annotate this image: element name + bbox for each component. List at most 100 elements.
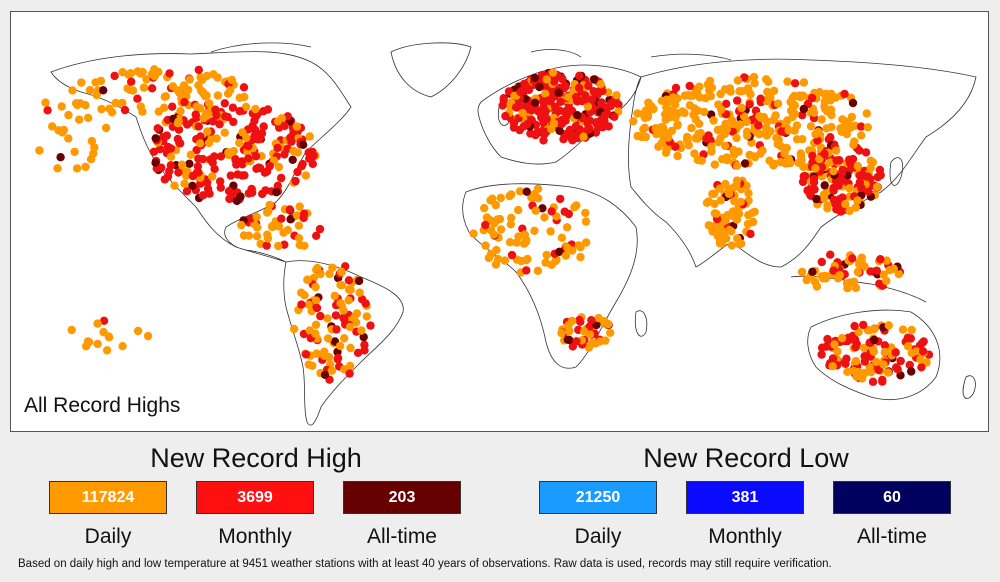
station-dot bbox=[799, 104, 808, 114]
station-dot bbox=[235, 107, 244, 116]
station-dot bbox=[743, 84, 753, 93]
station-dot bbox=[585, 322, 594, 331]
station-dot bbox=[783, 116, 792, 125]
station-dot bbox=[505, 238, 515, 247]
station-dot bbox=[671, 142, 680, 151]
station-dot bbox=[56, 153, 65, 162]
station-dot bbox=[244, 231, 254, 240]
station-dot bbox=[118, 342, 127, 351]
station-dot bbox=[196, 139, 205, 148]
station-dot bbox=[845, 184, 854, 193]
station-dot bbox=[507, 250, 517, 260]
station-dot bbox=[866, 267, 875, 276]
station-dot bbox=[293, 167, 302, 177]
station-dot bbox=[563, 335, 572, 344]
station-dot bbox=[239, 83, 249, 92]
station-dot bbox=[732, 176, 742, 185]
station-dot bbox=[663, 133, 673, 142]
station-dot bbox=[861, 148, 871, 157]
station-dot bbox=[97, 104, 106, 114]
station-dot bbox=[832, 146, 841, 155]
station-dot bbox=[354, 276, 364, 286]
station-dot bbox=[817, 343, 827, 352]
station-dot bbox=[96, 76, 106, 86]
station-dot bbox=[851, 203, 860, 212]
station-dot bbox=[582, 238, 591, 247]
station-dot bbox=[519, 122, 528, 131]
station-dot bbox=[842, 126, 851, 136]
station-dot bbox=[309, 151, 318, 160]
station-dot bbox=[783, 77, 792, 86]
legend-high-daily-label: Daily bbox=[84, 525, 132, 548]
station-dot bbox=[549, 119, 559, 128]
station-dot bbox=[93, 319, 102, 328]
station-dot bbox=[54, 126, 63, 135]
station-dot bbox=[327, 366, 337, 375]
station-dot bbox=[531, 206, 540, 215]
station-dot bbox=[253, 223, 262, 232]
station-dot bbox=[272, 188, 281, 197]
station-dot bbox=[716, 133, 725, 143]
station-dot bbox=[854, 327, 863, 337]
station-dot bbox=[336, 299, 345, 308]
station-dot bbox=[263, 105, 273, 114]
station-dot bbox=[175, 138, 184, 147]
station-dot bbox=[312, 303, 322, 313]
station-dot bbox=[555, 247, 564, 256]
station-dot bbox=[600, 111, 609, 120]
station-dot bbox=[489, 230, 499, 239]
station-dot bbox=[547, 207, 556, 216]
station-dot bbox=[896, 356, 905, 366]
station-dot bbox=[786, 158, 795, 168]
station-dot bbox=[120, 105, 130, 115]
station-dot bbox=[345, 322, 355, 332]
station-dot bbox=[644, 100, 654, 109]
station-dot bbox=[496, 225, 506, 234]
station-dot bbox=[323, 334, 333, 343]
station-dot bbox=[848, 98, 858, 108]
station-dot bbox=[244, 154, 253, 163]
station-dot bbox=[301, 171, 311, 180]
station-dot bbox=[704, 221, 713, 230]
station-dot bbox=[595, 337, 605, 346]
station-dot bbox=[850, 321, 859, 331]
station-dot bbox=[550, 77, 559, 86]
station-dot bbox=[823, 334, 832, 344]
station-dot bbox=[530, 226, 539, 235]
station-dot bbox=[519, 239, 529, 248]
station-dot bbox=[802, 275, 811, 285]
station-dot bbox=[339, 306, 348, 315]
station-dot bbox=[191, 110, 200, 119]
station-dot bbox=[530, 73, 539, 83]
station-dot bbox=[76, 99, 85, 108]
station-dot bbox=[690, 149, 699, 158]
station-dot bbox=[872, 182, 882, 192]
station-dot bbox=[821, 274, 830, 283]
station-dot bbox=[730, 212, 739, 221]
station-dot bbox=[864, 187, 873, 196]
map-svg bbox=[35, 42, 977, 426]
station-dot bbox=[823, 201, 832, 210]
station-dot bbox=[133, 94, 142, 103]
station-dot bbox=[90, 143, 99, 152]
station-dot bbox=[717, 105, 726, 114]
station-dot bbox=[574, 83, 584, 93]
station-dot bbox=[118, 68, 127, 77]
station-dot bbox=[587, 95, 597, 104]
station-dot bbox=[697, 156, 706, 165]
station-dot bbox=[540, 213, 549, 222]
station-dot bbox=[879, 360, 888, 369]
station-dot bbox=[684, 141, 693, 150]
station-dot bbox=[491, 200, 500, 210]
station-dot bbox=[712, 209, 721, 218]
station-dot bbox=[729, 145, 738, 155]
station-dot bbox=[705, 86, 714, 95]
station-dot bbox=[819, 190, 828, 199]
station-dot bbox=[673, 151, 682, 161]
station-dot bbox=[220, 99, 229, 108]
station-dot bbox=[273, 117, 283, 126]
station-dot bbox=[72, 164, 82, 173]
station-dot bbox=[176, 107, 185, 116]
station-dot bbox=[855, 171, 864, 180]
station-dot bbox=[194, 65, 203, 75]
